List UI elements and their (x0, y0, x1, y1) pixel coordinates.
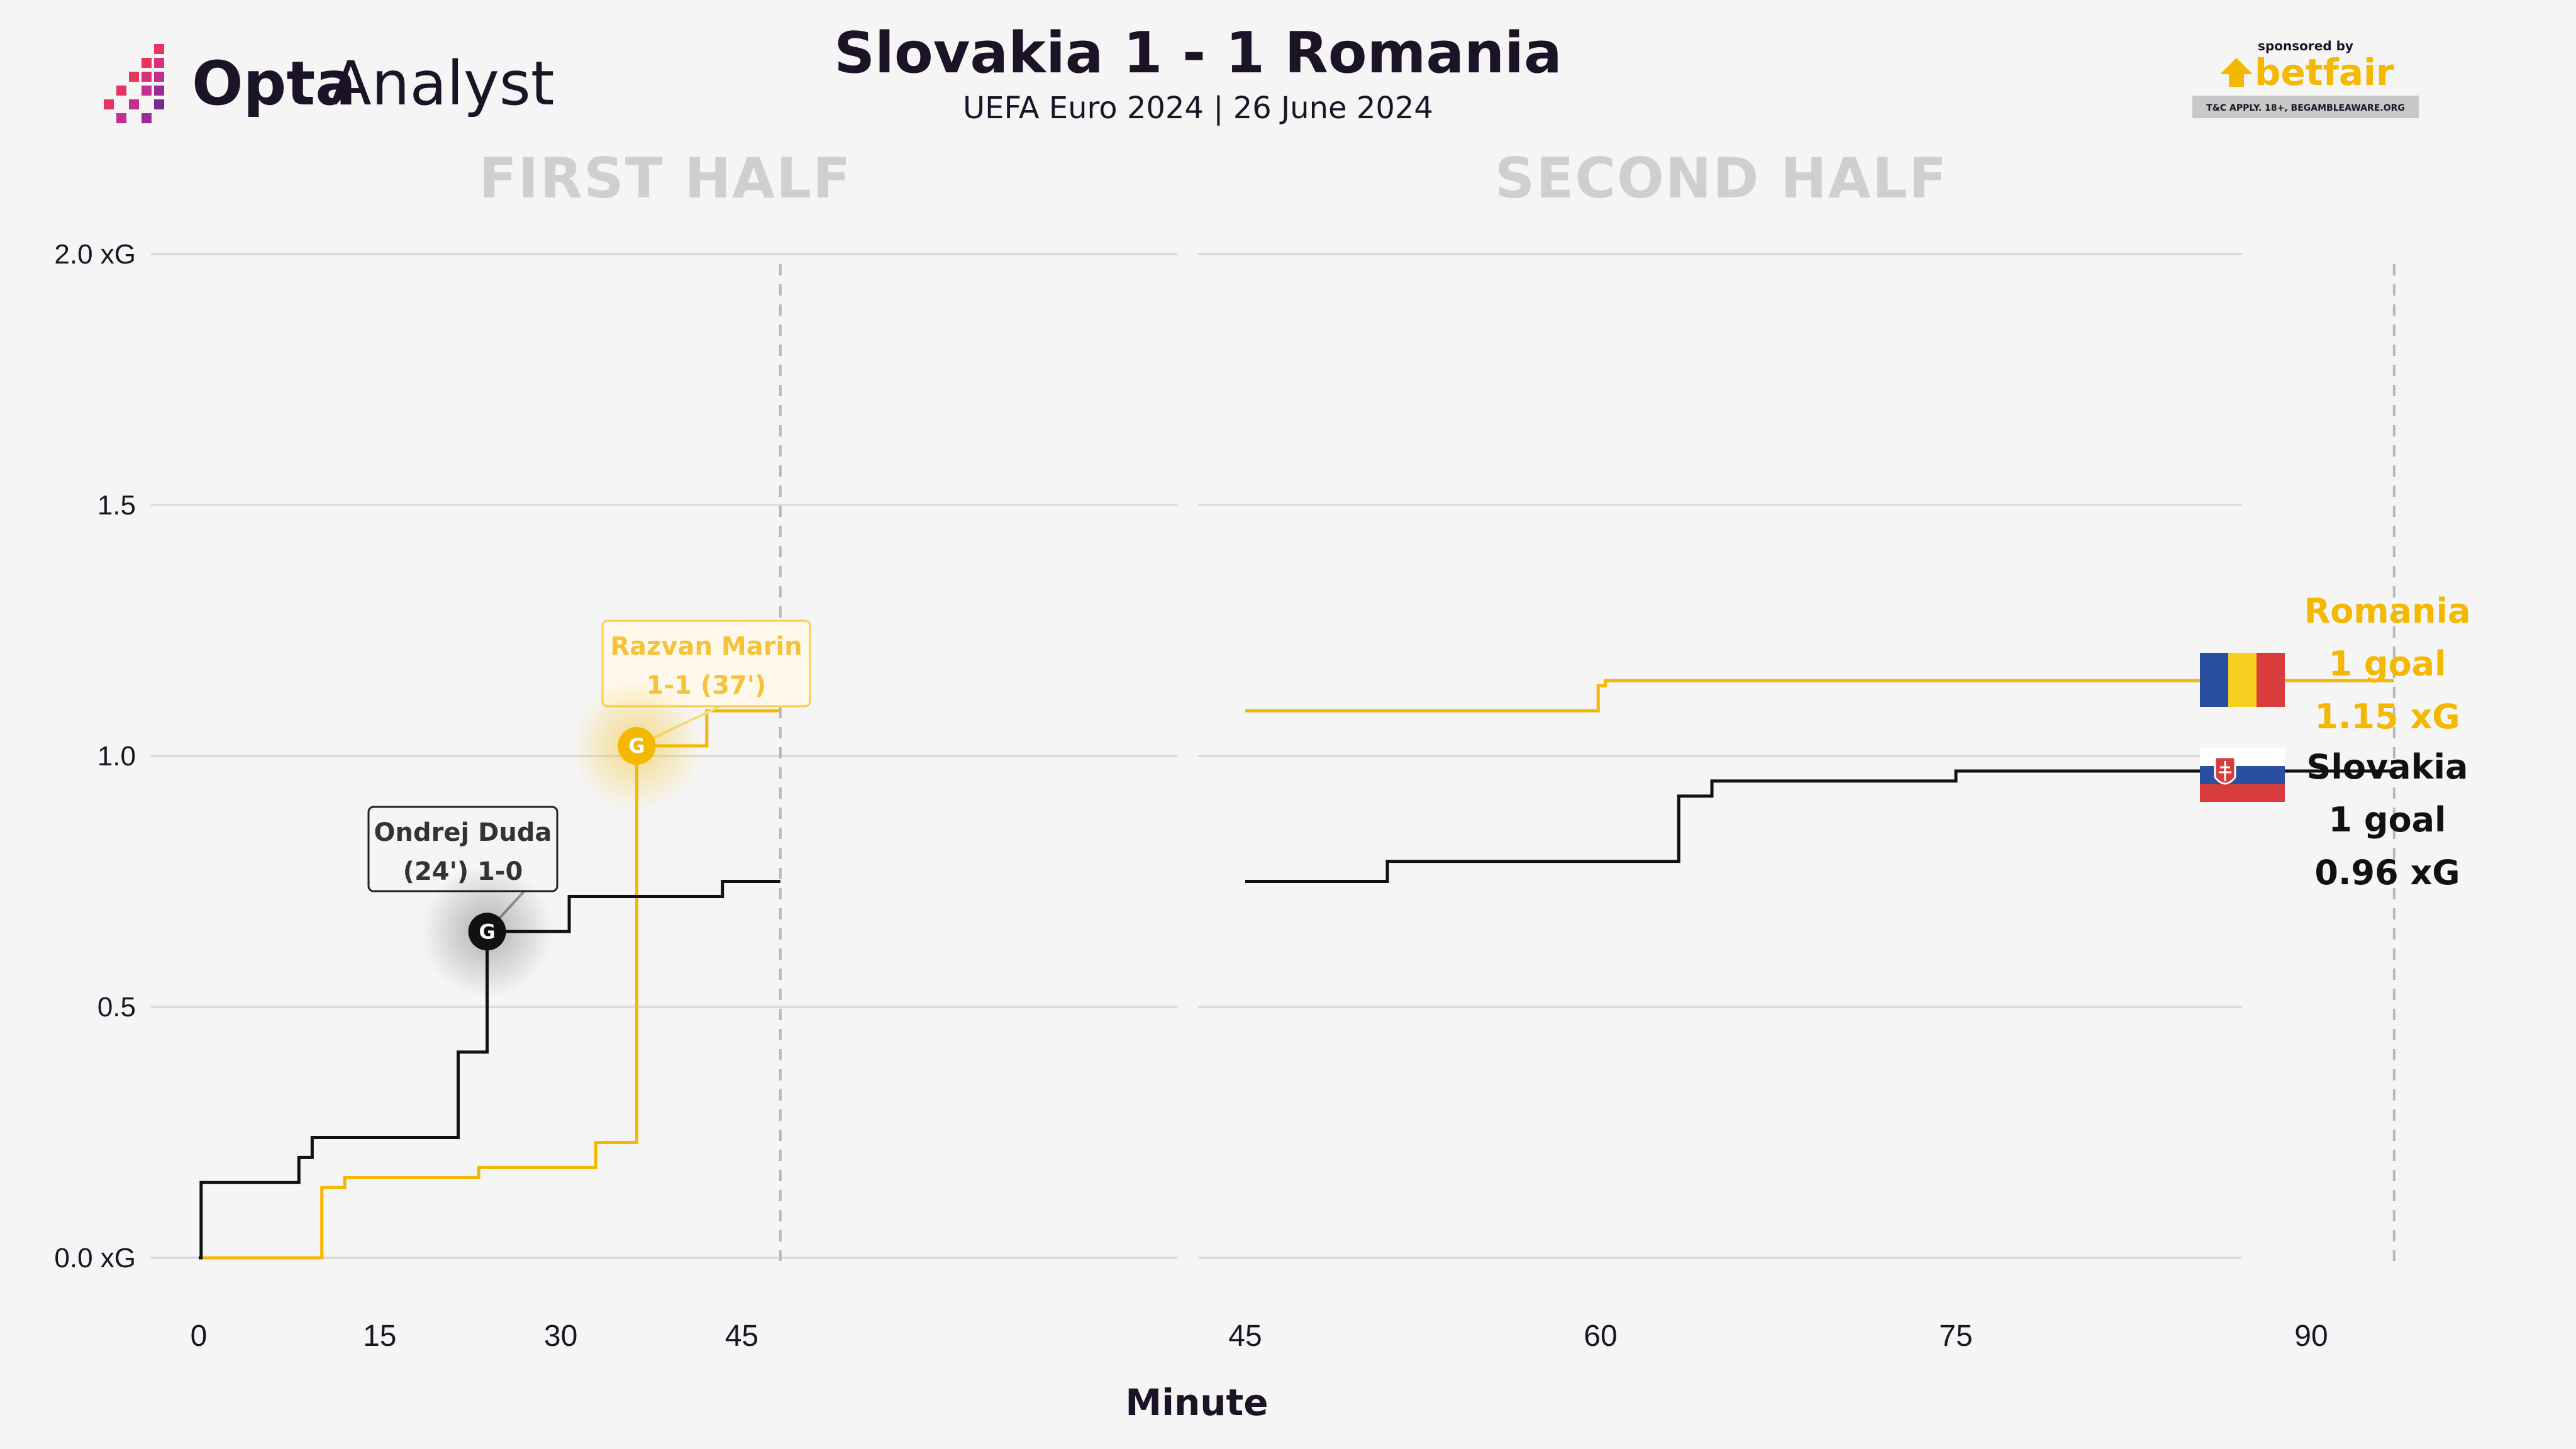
x-tick-label: 60 (1584, 1319, 1617, 1353)
x-axis-title: Minute (1125, 1381, 1268, 1424)
first-half-label: FIRST HALF (479, 146, 852, 211)
x-tick-label: 15 (363, 1319, 396, 1353)
slovakia-goal-marker-letter: G (479, 919, 495, 943)
chart-subtitle: UEFA Euro 2024 | 26 June 2024 (963, 91, 1433, 126)
opta-pixel (154, 99, 164, 109)
romania-summary-xg: 1.15 xG (2314, 697, 2460, 736)
x-tick-label: 90 (2294, 1319, 2328, 1353)
sponsor-badge: sponsored by betfair T&C APPLY. 18+, BEG… (2192, 38, 2419, 118)
y-tick-label: 1.0 (97, 741, 136, 772)
second-half-label: SECOND HALF (1495, 146, 1948, 211)
slovakia-summary-xg: 0.96 xG (2314, 853, 2460, 892)
logo-analyst-text: Analyst (330, 48, 554, 119)
opta-pixel (116, 86, 126, 96)
opta-pixel (154, 44, 164, 54)
opta-pixel (129, 99, 139, 109)
romania-summary-goals: 1 goal (2328, 644, 2446, 684)
opta-pixel (142, 113, 152, 123)
betfair-arrow-icon (2220, 58, 2253, 87)
slovakia-summary-goals: 1 goal (2328, 800, 2446, 840)
x-tick-label: 30 (544, 1319, 577, 1353)
y-tick-label: 0.5 (97, 992, 136, 1023)
romania-goal-marker-letter: G (628, 734, 645, 758)
romania-flag-icon (2200, 653, 2285, 707)
romania-second-half-line (1245, 679, 2394, 713)
sponsor-terms: T&C APPLY. 18+, BEGAMBLEAWARE.ORG (2206, 103, 2405, 113)
x-tick-label: 45 (725, 1319, 758, 1353)
slovakia-first-half-line (199, 880, 780, 1260)
slovakia-flag-icon (2200, 748, 2285, 802)
team-summary: Romania 1 goal 1.15 xG Slovakia 1 goal 0… (2200, 591, 2470, 892)
opta-pixel (154, 86, 164, 96)
logo-opta-text: Opta (192, 48, 356, 119)
y-tick-label: 1.5 (97, 490, 136, 521)
romania-summary-team: Romania (2304, 591, 2471, 631)
goal-markers: GG (421, 680, 703, 998)
slovakia-summary-team: Slovakia (2306, 747, 2468, 787)
sponsor-terms-bar (2192, 96, 2419, 118)
y-tick-label: 0.0 xG (54, 1243, 136, 1274)
opta-pixel (142, 86, 152, 96)
slovakia-goal-scorer: Ondrej Duda (374, 818, 552, 847)
y-tick-label: 2.0 xG (54, 239, 136, 270)
x-tick-label: 0 (191, 1319, 208, 1353)
opta-analyst-logo: Opta Analyst (104, 44, 554, 123)
gridlines (151, 253, 2242, 1259)
axis-ticks: 0.0 xG 0.5 1.0 1.5 2.0 xG 0 15 30 45 45 60 75 90 (54, 239, 2396, 1353)
opta-pixel (154, 72, 164, 82)
sponsor-label: sponsored by (2258, 38, 2353, 53)
opta-pixel (104, 99, 114, 109)
opta-pixel-icon (104, 44, 164, 123)
opta-pixel (142, 58, 152, 68)
opta-pixel (154, 58, 164, 68)
sponsor-name: betfair (2255, 51, 2394, 94)
x-tick-label: 45 (1228, 1319, 1262, 1353)
opta-pixel (142, 72, 152, 82)
opta-pixel (116, 113, 126, 123)
chart-title: Slovakia 1 - 1 Romania (834, 20, 1562, 86)
opta-pixel (129, 72, 139, 82)
romania-goal-marker (618, 727, 656, 765)
romania-goal-scorer: Razvan Marin (610, 632, 802, 661)
slovakia-goal-marker (468, 913, 506, 951)
slovakia-second-half-line (1245, 769, 2394, 883)
x-tick-label: 75 (1939, 1319, 1972, 1353)
